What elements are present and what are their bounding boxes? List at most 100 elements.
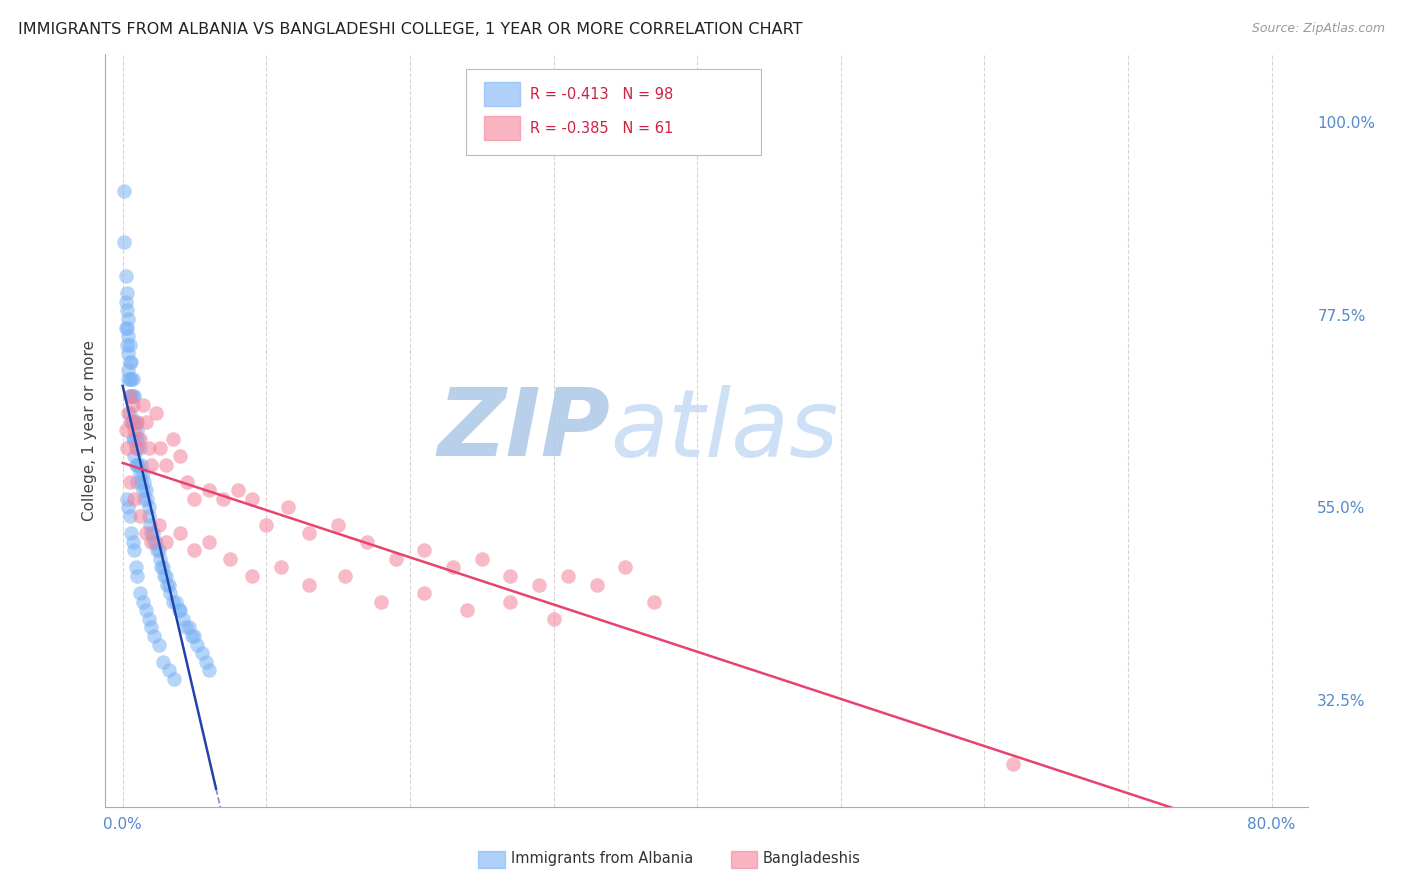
Point: [114, 269, 136, 284]
Point: [226, 483, 249, 498]
Point: [159, 586, 181, 600]
Point: [143, 534, 166, 549]
Point: [125, 569, 148, 583]
Text: Bangladeshis: Bangladeshis: [763, 851, 860, 866]
Point: [118, 389, 141, 403]
Point: [614, 560, 637, 574]
Point: [162, 595, 184, 609]
Point: [155, 569, 177, 583]
Point: [413, 543, 436, 558]
Point: [141, 458, 163, 472]
Point: [240, 569, 263, 583]
Point: [190, 646, 212, 660]
Point: [143, 629, 166, 643]
Point: [115, 320, 138, 334]
Point: [254, 517, 277, 532]
Point: [186, 638, 208, 652]
Point: [124, 560, 146, 574]
Point: [413, 586, 436, 600]
Bar: [484, 116, 520, 140]
Point: [115, 441, 138, 455]
Point: [122, 491, 145, 506]
Point: [240, 491, 263, 506]
Point: [132, 398, 155, 412]
Text: ZIP: ZIP: [437, 384, 610, 476]
Point: [180, 629, 202, 643]
Point: [122, 424, 145, 438]
Text: Immigrants from Albania: Immigrants from Albania: [510, 851, 693, 866]
Point: [148, 543, 170, 558]
Point: [176, 475, 198, 489]
Point: [117, 500, 139, 515]
Point: [124, 432, 146, 446]
Point: [117, 346, 139, 360]
Point: [117, 372, 139, 386]
Point: [139, 517, 162, 532]
Point: [135, 483, 157, 498]
Point: [149, 552, 172, 566]
Point: [125, 415, 148, 429]
Point: [155, 458, 177, 472]
Point: [129, 432, 152, 446]
Point: [157, 663, 180, 677]
Point: [174, 620, 197, 634]
Point: [120, 389, 142, 403]
Point: [356, 534, 378, 549]
Text: IMMIGRANTS FROM ALBANIA VS BANGLADESHI COLLEGE, 1 YEAR OR MORE CORRELATION CHART: IMMIGRANTS FROM ALBANIA VS BANGLADESHI C…: [18, 22, 803, 37]
Point: [114, 424, 136, 438]
Point: [142, 526, 165, 541]
Point: [131, 458, 153, 472]
Point: [384, 552, 406, 566]
Point: [129, 509, 152, 524]
Point: [121, 389, 143, 403]
Point: [117, 363, 139, 377]
Point: [212, 491, 235, 506]
Point: [125, 458, 148, 472]
Point: [121, 398, 143, 412]
Point: [115, 337, 138, 351]
Point: [298, 526, 321, 541]
Point: [124, 441, 146, 455]
Point: [114, 294, 136, 309]
Point: [117, 406, 139, 420]
Point: [162, 432, 184, 446]
Point: [129, 586, 152, 600]
Point: [141, 620, 163, 634]
Point: [1002, 757, 1025, 772]
Point: [118, 389, 141, 403]
Point: [131, 475, 153, 489]
Point: [165, 595, 187, 609]
Point: [118, 509, 141, 524]
Point: [183, 629, 205, 643]
Point: [124, 458, 146, 472]
Point: [219, 552, 242, 566]
Point: [120, 415, 142, 429]
Point: [122, 543, 145, 558]
Point: [115, 491, 138, 506]
Point: [115, 286, 138, 301]
Point: [145, 534, 167, 549]
Point: [441, 560, 464, 574]
Point: [499, 569, 522, 583]
Point: [118, 355, 141, 369]
Point: [117, 329, 139, 343]
Text: R = -0.385   N = 61: R = -0.385 N = 61: [530, 120, 673, 136]
Point: [370, 595, 392, 609]
Point: [149, 441, 172, 455]
Point: [198, 534, 221, 549]
Point: [121, 372, 143, 386]
Point: [132, 483, 155, 498]
Point: [138, 509, 160, 524]
Point: [169, 526, 191, 541]
Point: [138, 441, 160, 455]
Point: [167, 603, 190, 617]
Point: [153, 569, 176, 583]
Point: [115, 303, 138, 318]
Point: [135, 526, 157, 541]
Bar: [484, 82, 520, 106]
Point: [121, 432, 143, 446]
Point: [122, 389, 145, 403]
Point: [125, 475, 148, 489]
Point: [298, 577, 321, 591]
Point: [198, 483, 221, 498]
